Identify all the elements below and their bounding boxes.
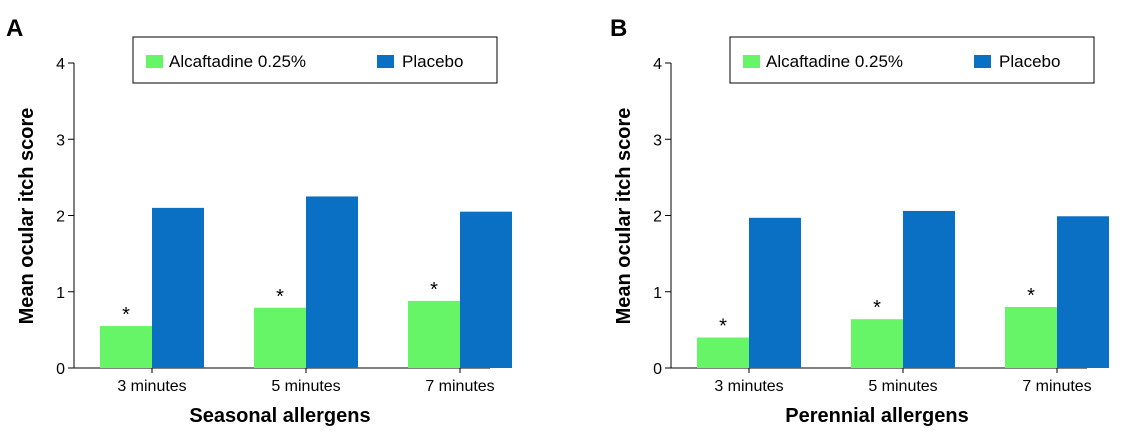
y-axis-label: Mean ocular itch score <box>16 108 38 325</box>
y-tick-label: 3 <box>653 132 662 149</box>
x-tick-label: 5 minutes <box>868 378 937 395</box>
bar-placebo <box>460 211 512 368</box>
significance-marker: * <box>122 304 130 326</box>
y-tick-label: 4 <box>56 56 65 73</box>
bar-alcaftadine <box>100 326 152 368</box>
legend: Alcaftadine 0.25% Placebo <box>729 36 1095 84</box>
y-tick-label: 2 <box>56 209 65 226</box>
legend-label-placebo: Placebo <box>402 52 463 71</box>
legend-label-alcaftadine: Alcaftadine 0.25% <box>169 52 306 71</box>
significance-marker: * <box>873 297 881 319</box>
y-tick-label: 4 <box>653 56 662 73</box>
y-tick-label: 1 <box>56 285 65 302</box>
x-tick-label: 7 minutes <box>425 378 494 395</box>
plot-area: 0 1 2 3 4 * 3 minutes * 5 minutes * 7 minutes <box>56 56 512 395</box>
bar-alcaftadine <box>254 307 306 368</box>
panel-b: B Mean ocular itch score Perennial aller… <box>610 15 1109 427</box>
x-tick-label: 5 minutes <box>271 378 340 395</box>
y-axis-label: Mean ocular itch score <box>613 108 635 325</box>
y-tick-label: 2 <box>653 209 662 226</box>
bar-placebo <box>306 196 358 368</box>
panel-letter: B <box>610 15 627 42</box>
legend-swatch-alcaftadine <box>146 55 163 68</box>
x-axis-label: Seasonal allergens <box>189 405 370 427</box>
significance-marker: * <box>430 279 438 301</box>
significance-marker: * <box>719 316 727 338</box>
x-tick-label: 3 minutes <box>117 378 186 395</box>
y-tick-label: 0 <box>56 361 65 378</box>
bar-placebo <box>749 217 801 368</box>
legend-swatch-placebo <box>377 55 394 68</box>
bar-alcaftadine <box>851 319 903 368</box>
y-tick-label: 0 <box>653 361 662 378</box>
legend-swatch-alcaftadine <box>743 55 760 68</box>
legend-swatch-placebo <box>974 55 991 68</box>
y-tick-label: 1 <box>653 285 662 302</box>
bar-placebo <box>152 207 204 368</box>
x-axis-label: Perennial allergens <box>785 405 968 427</box>
bar-alcaftadine <box>697 337 749 368</box>
bar-alcaftadine <box>1005 307 1057 368</box>
bar-placebo <box>903 210 955 368</box>
y-tick-label: 3 <box>56 132 65 149</box>
x-tick-label: 3 minutes <box>714 378 783 395</box>
panel-letter: A <box>6 15 23 42</box>
legend-box <box>729 36 1095 84</box>
panel-a: A Mean ocular itch score Seasonal allerg… <box>6 15 512 427</box>
x-tick-label: 7 minutes <box>1022 378 1091 395</box>
legend-box <box>132 36 498 84</box>
legend: Alcaftadine 0.25% Placebo <box>132 36 498 84</box>
bar-alcaftadine <box>408 300 460 368</box>
plot-area: 0 1 2 3 4 * 3 minutes * 5 minutes * 7 minutes <box>653 56 1109 395</box>
bar-placebo <box>1057 216 1109 368</box>
significance-marker: * <box>276 286 284 308</box>
legend-label-placebo: Placebo <box>999 52 1060 71</box>
legend-label-alcaftadine: Alcaftadine 0.25% <box>766 52 903 71</box>
significance-marker: * <box>1027 285 1035 307</box>
